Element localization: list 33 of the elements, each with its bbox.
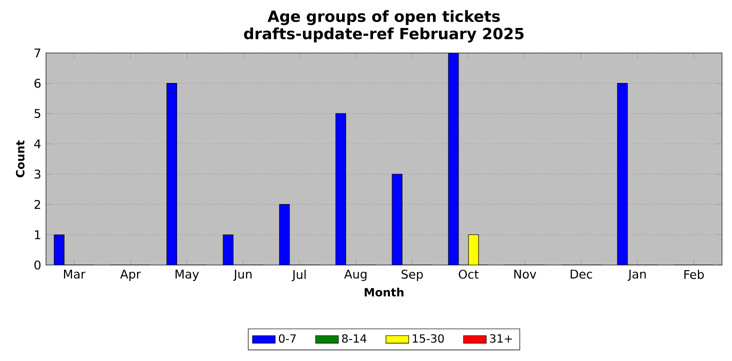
- x-tick-label: Dec: [570, 270, 592, 279]
- x-tick-label: Oct: [458, 270, 479, 279]
- x-tick-label: Mar: [64, 270, 86, 279]
- x-axis-title: Month: [364, 288, 404, 296]
- x-tick-label: Sep: [402, 270, 423, 282]
- x-tick-label: Jul: [292, 270, 306, 282]
- bar: [392, 174, 402, 265]
- legend-label: 8-14: [342, 334, 366, 343]
- bar: [54, 234, 64, 265]
- y-tick-label: 3: [34, 170, 40, 179]
- y-tick-label: 4: [34, 139, 41, 148]
- x-tick-label: May: [176, 270, 199, 281]
- y-tick-label: 5: [34, 109, 40, 118]
- x-tick-label: Aug: [344, 270, 366, 281]
- bar: [166, 83, 178, 265]
- y-tick-label: 0: [34, 260, 40, 270]
- x-tick-label: Jun: [233, 270, 252, 281]
- chart-subtitle: drafts-update-ref February 2025: [244, 28, 524, 42]
- x-tick-label: Nov: [514, 270, 536, 279]
- y-axis-title: Count: [16, 140, 25, 178]
- y-tick-label: 1: [34, 230, 40, 240]
- legend-label: 0-7: [278, 334, 296, 343]
- x-tick-label: Jan: [628, 270, 646, 281]
- y-tick-label: 7: [34, 48, 40, 58]
- legend-label: 15-30: [412, 334, 444, 343]
- y-tick-label: 6: [34, 78, 41, 88]
- bar: [222, 234, 234, 265]
- bar: [336, 113, 346, 265]
- chart-title: Age groups of open tickets: [268, 10, 500, 26]
- x-tick-label: Apr: [120, 270, 141, 281]
- x-tick-label: Feb: [684, 270, 704, 279]
- legend-label: 31+: [490, 334, 512, 343]
- y-tick-label: 2: [34, 200, 40, 209]
